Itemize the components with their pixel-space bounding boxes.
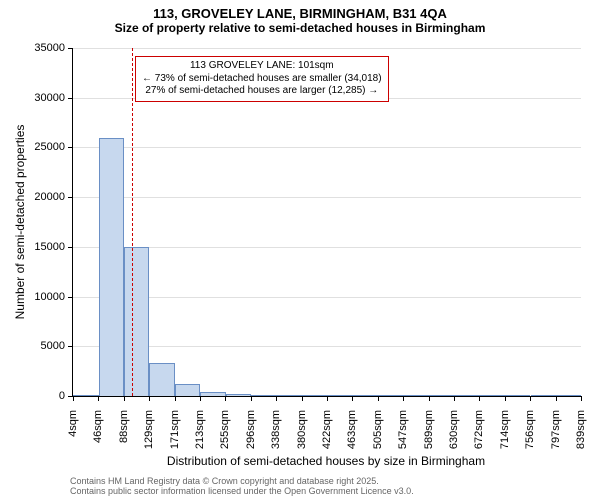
x-tick-mark <box>479 396 480 401</box>
histogram-bar <box>555 395 581 396</box>
x-tick-mark <box>556 396 557 401</box>
x-tick-mark <box>175 396 176 401</box>
annotation-line1: 113 GROVELEY LANE: 101sqm <box>142 60 382 73</box>
y-tick-label: 10000 <box>23 291 65 303</box>
y-tick-mark <box>68 48 73 49</box>
histogram-bar <box>378 395 404 396</box>
y-tick-label: 5000 <box>23 340 65 352</box>
histogram-bar <box>429 395 454 396</box>
y-tick-label: 20000 <box>23 191 65 203</box>
y-tick-label: 0 <box>23 390 65 402</box>
y-tick-mark <box>68 147 73 148</box>
x-axis-label: Distribution of semi-detached houses by … <box>72 454 580 468</box>
chart-title: 113, GROVELEY LANE, BIRMINGHAM, B31 4QA <box>0 0 600 21</box>
chart-container: 113, GROVELEY LANE, BIRMINGHAM, B31 4QA … <box>0 0 600 500</box>
y-tick-label: 15000 <box>23 241 65 253</box>
x-tick-mark <box>225 396 226 401</box>
footnote-line2: Contains public sector information licen… <box>70 486 414 496</box>
x-tick-mark <box>378 396 379 401</box>
x-tick-mark <box>505 396 506 401</box>
reference-line <box>132 48 133 396</box>
histogram-bar <box>276 395 302 396</box>
x-tick-mark <box>352 396 353 401</box>
histogram-bar <box>251 395 277 396</box>
histogram-bar <box>302 395 328 396</box>
y-tick-mark <box>68 297 73 298</box>
histogram-bar <box>226 394 251 396</box>
histogram-bar <box>505 395 531 396</box>
x-tick-mark <box>403 396 404 401</box>
y-tick-label: 30000 <box>23 92 65 104</box>
y-gridline <box>73 297 581 298</box>
y-tick-label: 25000 <box>23 141 65 153</box>
y-tick-mark <box>68 98 73 99</box>
annotation-line3: 27% of semi-detached houses are larger (… <box>142 85 382 98</box>
x-tick-mark <box>302 396 303 401</box>
y-gridline <box>73 247 581 248</box>
x-tick-mark <box>98 396 99 401</box>
x-tick-mark <box>276 396 277 401</box>
histogram-bar <box>200 392 226 396</box>
y-tick-mark <box>68 346 73 347</box>
x-tick-mark <box>251 396 252 401</box>
histogram-bar <box>149 363 175 396</box>
y-gridline <box>73 48 581 49</box>
annotation-box: 113 GROVELEY LANE: 101sqm ← 73% of semi-… <box>135 56 389 102</box>
x-tick-mark <box>73 396 74 401</box>
footnote-line1: Contains HM Land Registry data © Crown c… <box>70 476 414 486</box>
x-tick-mark <box>149 396 150 401</box>
histogram-bar <box>175 384 201 396</box>
chart-subtitle: Size of property relative to semi-detach… <box>0 21 600 35</box>
x-tick-mark <box>454 396 455 401</box>
y-axis-label: Number of semi-detached properties <box>13 122 27 322</box>
x-tick-mark <box>200 396 201 401</box>
annotation-line2: ← 73% of semi-detached houses are smalle… <box>142 73 382 86</box>
x-tick-mark <box>429 396 430 401</box>
y-tick-label: 35000 <box>23 42 65 54</box>
y-gridline <box>73 147 581 148</box>
histogram-bar <box>454 395 480 396</box>
y-gridline <box>73 197 581 198</box>
histogram-bar <box>124 247 149 396</box>
histogram-bar <box>99 138 125 397</box>
histogram-bar <box>327 395 352 396</box>
x-tick-mark <box>124 396 125 401</box>
y-tick-mark <box>68 247 73 248</box>
x-tick-mark <box>581 396 582 401</box>
footnote: Contains HM Land Registry data © Crown c… <box>70 476 414 496</box>
histogram-bar <box>403 395 429 396</box>
histogram-bar <box>479 395 505 396</box>
y-tick-mark <box>68 197 73 198</box>
histogram-bar <box>73 395 99 396</box>
y-gridline <box>73 346 581 347</box>
x-tick-mark <box>327 396 328 401</box>
histogram-bar <box>352 395 378 396</box>
x-tick-mark <box>530 396 531 401</box>
histogram-bar <box>531 395 556 396</box>
